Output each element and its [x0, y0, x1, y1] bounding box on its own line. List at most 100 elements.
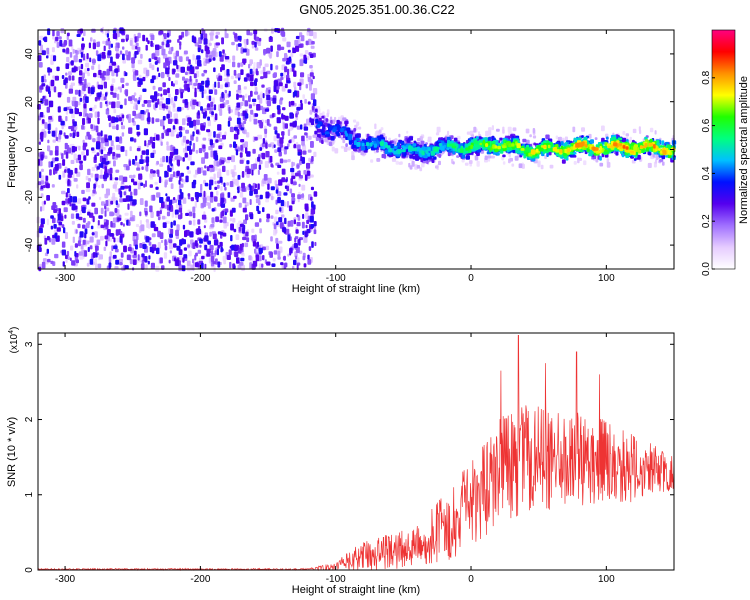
spectrogram-cell	[125, 149, 128, 157]
spectrogram-cell	[301, 157, 305, 164]
spectrogram-cell	[259, 147, 263, 151]
spectrogram-cell	[137, 100, 140, 105]
spectrogram-cell	[40, 98, 44, 104]
spectrogram-cell	[244, 141, 248, 148]
spectrogram-cell	[126, 219, 129, 226]
spectrogram-cell	[290, 100, 295, 106]
spectrogram-cell	[73, 153, 77, 160]
spectrogram-cell	[116, 124, 119, 131]
spectrogram-cell	[50, 161, 54, 168]
spectrogram-cell	[573, 161, 577, 165]
spectrogram-cell	[280, 199, 285, 207]
spectrogram-cell	[203, 108, 207, 112]
spectrogram-cell	[199, 244, 202, 248]
spectrogram-cell	[360, 146, 366, 151]
spectrogram-cell	[213, 150, 217, 156]
spectrogram-cell	[287, 159, 291, 163]
spectrogram-cell	[85, 188, 91, 193]
spectrogram-cell	[546, 140, 550, 144]
spectrogram-cell	[40, 185, 44, 190]
spectrogram-cell	[367, 145, 371, 149]
spectrogram-cell	[144, 140, 147, 147]
spectrogram-cell	[118, 117, 122, 122]
spectrogram-cell	[96, 41, 100, 48]
spectrogram-cell	[246, 168, 251, 175]
spectrogram-cell	[236, 89, 240, 93]
spectrogram-cell	[284, 262, 288, 268]
spectrogram-cell	[237, 111, 240, 117]
spectrogram-cell	[268, 143, 272, 148]
spectrogram-cell	[192, 54, 195, 61]
spectrogram-cell	[304, 132, 308, 136]
spectrogram-cell	[230, 235, 233, 242]
spectrogram-cell	[79, 70, 83, 76]
spectrogram-cell	[604, 149, 608, 152]
spectrogram-cell	[201, 80, 205, 85]
spectrogram-cell	[373, 143, 378, 148]
spectrogram-cell	[311, 201, 314, 208]
spectrogram-cell	[71, 75, 75, 81]
spectrogram-cell	[509, 157, 513, 162]
spectrogram-cell	[266, 47, 271, 54]
spectrogram-cell	[45, 175, 49, 181]
spectrogram-cell	[187, 170, 191, 174]
spectrogram-cell	[156, 160, 159, 165]
spectrogram-cell	[264, 108, 270, 112]
spectrogram-cell	[170, 163, 173, 167]
spectrogram-cell	[135, 45, 138, 50]
spectrogram-cell	[85, 222, 90, 229]
spectrogram-cell	[211, 50, 216, 57]
spectrogram-cell	[122, 223, 125, 227]
spectrogram-cell	[225, 159, 230, 164]
spectrogram-cell	[237, 264, 242, 270]
spectrogram-cell	[269, 251, 273, 258]
spectrogram-cell	[236, 93, 239, 100]
spectrogram-cell	[61, 153, 64, 160]
spectrogram-cell	[299, 53, 304, 57]
spectrogram-cell	[242, 236, 247, 241]
x-tick-label: 100	[598, 273, 615, 284]
spectrogram-cell	[38, 141, 41, 145]
spectrogram-cell	[168, 199, 173, 205]
spectrogram-cell	[70, 213, 75, 219]
spectrogram-cell	[564, 142, 568, 146]
spectrogram-cell	[86, 53, 89, 60]
spectrogram-cell	[219, 219, 223, 223]
spectrogram-cell	[183, 50, 188, 55]
spectrogram-cell	[208, 164, 214, 168]
spectrogram-cell	[54, 233, 57, 239]
spectrogram-cell	[182, 239, 186, 245]
spectrogram-cell	[173, 60, 178, 66]
spectrogram-cell	[282, 227, 287, 233]
spectrogram-cell	[301, 221, 305, 229]
spectrogram-cell	[284, 115, 289, 121]
spectrogram-cell	[172, 68, 176, 73]
spectrogram-cell	[190, 161, 195, 166]
spectrogram-cell	[326, 112, 329, 118]
spectrogram-cell	[227, 120, 231, 127]
spectrogram-cell	[269, 155, 273, 163]
spectrogram-cell	[654, 130, 657, 135]
spectrogram-cell	[263, 71, 268, 79]
spectrogram-cell	[281, 86, 286, 92]
spectrogram-cell	[63, 40, 67, 46]
spectrogram-cell	[129, 195, 133, 202]
spectrogram-cell	[664, 141, 669, 145]
spectrogram-cell	[233, 141, 236, 148]
spectrogram-cell	[661, 140, 665, 146]
spectrogram-cell	[80, 52, 83, 58]
spectrogram-cell	[119, 262, 123, 266]
spectrogram-cell	[304, 50, 309, 55]
spectrogram-cell	[39, 112, 44, 118]
spectrogram-cell	[245, 214, 249, 221]
spectrogram-cell	[384, 144, 389, 148]
spectrogram-cell	[249, 213, 254, 220]
spectrogram-cell	[217, 261, 221, 268]
spectrogram-cell	[91, 65, 95, 70]
spectrogram-cell	[90, 225, 94, 230]
spectrogram-cell	[79, 164, 83, 171]
spectrogram-cell	[306, 228, 311, 234]
spectrogram-cell	[302, 230, 305, 235]
spectrogram-cell	[177, 39, 180, 43]
